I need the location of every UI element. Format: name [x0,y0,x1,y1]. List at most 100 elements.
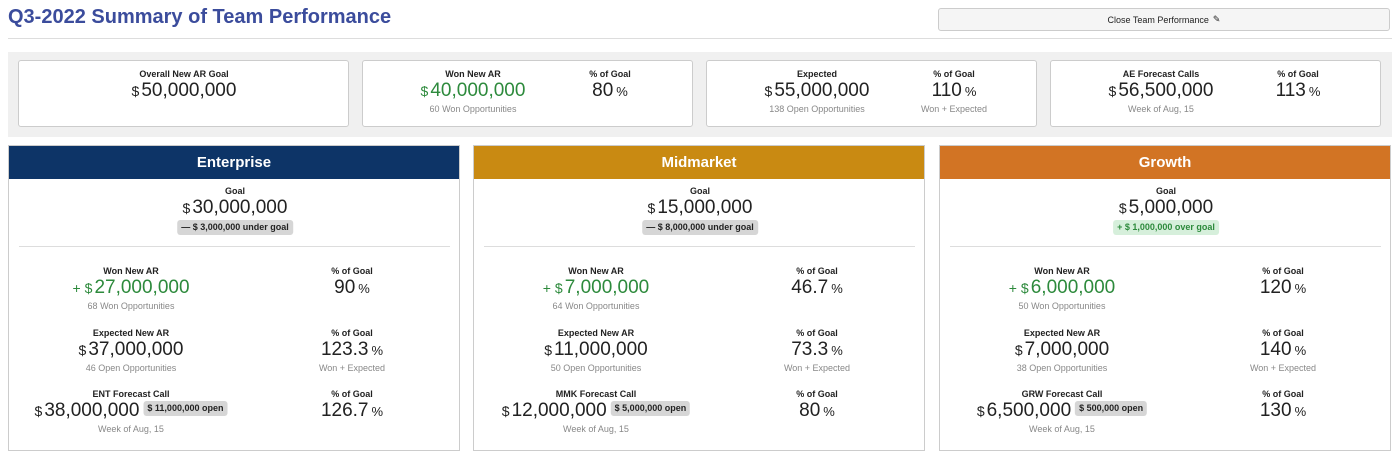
label: Won New AR [103,266,159,276]
label: % of Goal [589,69,631,79]
label: % of Goal [331,389,373,399]
amount-line: $40,000,000 [421,80,526,102]
amount: 30,000,000 [192,197,288,218]
label: MMK Forecast Call [555,389,637,399]
note: Week of Aug, 15 [1128,104,1194,114]
amount-line: $50,000,000 [132,80,237,102]
percent-line: 90% [331,277,373,299]
percent-block: % of Goal 73.3% Won + Expected [784,327,850,375]
amount-line: + $7,000,000 [543,277,650,299]
currency: $ [420,83,429,99]
currency: $ [544,341,553,358]
button-label[interactable]: Close Team Performance [1107,14,1209,25]
amount-block: Overall New AR Goal $50,000,000 [132,68,237,102]
percent-unit: % [831,342,843,358]
summary-card: Overall New AR Goal $50,000,000 [18,60,349,127]
amount-block: Expected New AR $7,000,000 38 Open Opportu… [1015,327,1109,375]
currency: $ [1108,83,1117,99]
percent: 80 [799,400,821,421]
amount-line: $7,000,000 [1015,339,1109,361]
currency: $ [764,83,773,99]
currency: $ [976,403,985,419]
label: Goal [1155,186,1177,196]
currency: $ [1020,280,1029,296]
team-header: Enterprise [9,146,459,179]
percent: 80 [592,80,614,101]
percent-block: % of Goal 110% Won + Expected [921,68,987,116]
note: 46 Open Opportunities [85,362,177,373]
amount: 5,000,000 [1128,197,1214,218]
goal-badge: — $ 8,000,000 under goal [642,220,758,236]
summary-card: Expected $55,000,000 138 Open Opportunitie… [706,60,1037,127]
percent-unit: % [371,404,384,419]
amount-block: Won New AR $40,000,000 60 Won Opportunitie… [421,68,526,116]
amount: 37,000,000 [88,338,184,360]
note: Week of Aug, 15 [563,424,629,434]
close-button[interactable]: Close Team Performance ✎ [938,8,1390,31]
currency: $ [84,280,93,296]
amount: 50,000,000 [141,80,237,101]
label: Won New AR [445,69,501,79]
summary-card: Won New AR $40,000,000 60 Won Opportunitie… [362,60,693,127]
amount-line: $12,000,000 $ 5,000,000 open [502,400,691,422]
team-header: Midmarket [474,146,924,179]
amount-line: $38,000,000 $ 11,000,000 open [35,400,228,422]
percent: 140 [1259,338,1292,360]
percent-block: % of Goal 80% [589,68,631,102]
label: % of Goal [796,389,838,399]
team-panel: Growth Goal $5,000,000 + $ 1,000,000 over g… [939,145,1391,451]
amount-line: $5,000,000 [1113,197,1219,219]
amount-block: Expected $55,000,000 138 Open Opportunitie… [765,68,870,116]
currency: $ [647,200,656,216]
percent-line: 80% [589,80,631,102]
separator [484,246,915,247]
goal-block: Goal $15,000,000— $ 8,000,000 under goal [642,185,758,237]
currency: $ [1118,200,1127,216]
label: Expected New AR [557,327,635,338]
percent-line: 126.7% [321,400,383,422]
percent-unit: % [616,84,628,99]
open-badge: $ 11,000,000 open [143,401,228,417]
label: % of Goal [1262,389,1304,399]
team-header: Growth [940,146,1390,179]
amount-line: $6,500,000 $ 500,000 open [976,400,1148,422]
separator [950,246,1381,247]
amount-block: GRW Forecast Call $6,500,000 $ 500,000 ope… [976,388,1148,436]
amount: 55,000,000 [774,80,870,101]
note: Won + Expected [920,104,988,114]
button-icon[interactable]: ✎ [1212,14,1221,24]
amount-line: $11,000,000 [544,339,647,361]
label: Won New AR [1034,266,1090,276]
note: 68 Won Opportunities [87,301,175,311]
percent-line: 110% [921,80,987,102]
amount: 6,000,000 [1030,277,1116,298]
label: ENT Forecast Call [92,389,170,399]
amount-line: $55,000,000 [765,80,870,102]
amount: 11,000,000 [554,338,648,360]
percent-block: % of Goal 113% [1276,68,1321,102]
currency: $ [182,200,191,216]
percent-unit: % [1294,404,1307,419]
note: Week of Aug, 15 [98,424,164,434]
note: Won + Expected [1249,362,1317,373]
label: % of Goal [796,266,838,276]
amount: 27,000,000 [94,277,190,298]
percent: 110 [931,80,962,101]
note: Week of Aug, 15 [1029,424,1095,434]
percent-line: 120% [1260,277,1306,299]
label: % of Goal [1262,327,1304,338]
note: 64 Won Opportunities [552,301,640,311]
team-panel: Midmarket Goal $15,000,000— $ 8,000,000 un… [473,145,925,451]
amount-line: + $27,000,000 [72,277,189,299]
percent: 90 [334,277,356,298]
percent-block: % of Goal 140% Won + Expected [1250,327,1316,375]
percent-unit: % [1294,342,1307,358]
label: Goal [689,186,710,196]
label: AE Forecast Calls [1122,69,1200,79]
percent-unit: % [1308,84,1321,99]
label: Overall New AR Goal [139,69,229,79]
currency: $ [78,341,87,358]
page-title: Q3-2022 Summary of Team Performance [8,6,392,28]
open-badge: $ 5,000,000 open [610,401,691,417]
percent-unit: % [823,404,835,419]
